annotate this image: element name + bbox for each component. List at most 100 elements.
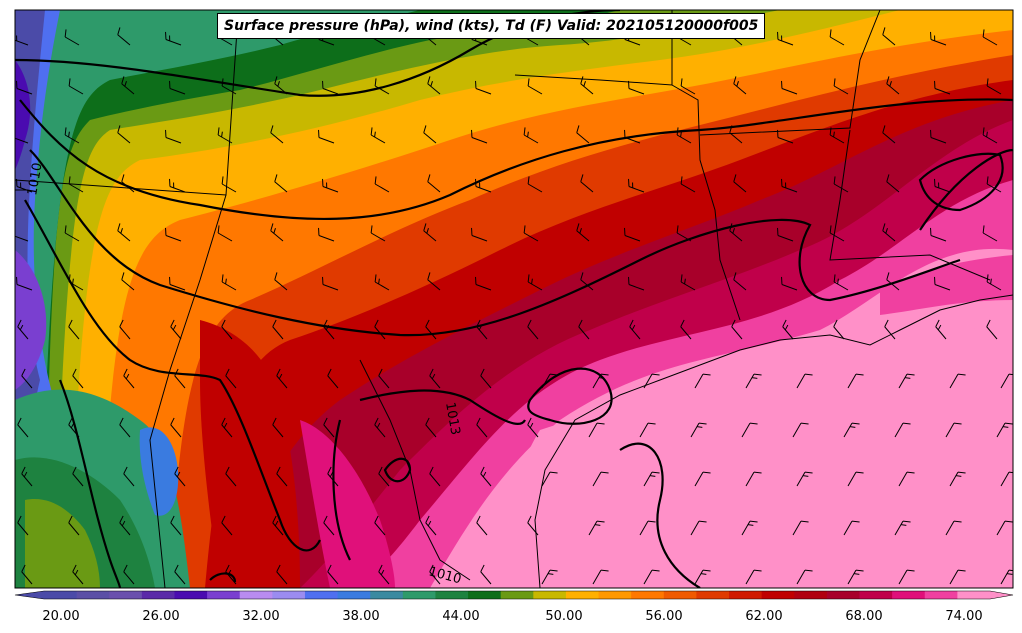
wind-barb [628, 80, 645, 95]
colorbar-segment [76, 591, 110, 599]
colorbar-tick-label: 68.00 [845, 609, 882, 624]
wind-barb [427, 174, 441, 193]
wind-barb [427, 272, 441, 291]
wind-barb [643, 471, 660, 487]
wind-barb [170, 515, 182, 536]
colorbar-segment [533, 591, 567, 599]
colorbar-ticks: 20.00 26.00 32.00 38.00 44.00 50.00 56.0… [42, 609, 982, 624]
wind-barb [680, 274, 696, 291]
wind-barb [21, 466, 33, 487]
wind-barb [425, 319, 437, 340]
wind-barb [429, 466, 441, 487]
wind-barb [833, 274, 849, 291]
wind-barb [17, 515, 29, 536]
wind-barb [374, 274, 390, 291]
wind-barb [588, 520, 605, 536]
wind-barb [847, 471, 864, 487]
wind-barb [72, 564, 84, 585]
wind-barb [580, 76, 594, 95]
wind-barb [221, 515, 233, 536]
wind-barb [480, 466, 492, 487]
colorbar-tick-label: 38.00 [342, 609, 379, 624]
wind-barb [884, 319, 896, 340]
colorbar-segment [337, 591, 371, 599]
wind-barb [847, 569, 864, 585]
wind-barb [934, 178, 951, 193]
wind-barb [378, 466, 390, 487]
wind-barb [318, 227, 335, 242]
wind-barb [930, 31, 947, 46]
wind-barb [592, 373, 609, 389]
colorbar-segment [794, 591, 828, 599]
wind-barb [217, 127, 233, 144]
colorbar-tick-label: 32.00 [242, 609, 279, 624]
colorbar-segment [663, 591, 697, 599]
wind-barb [527, 515, 539, 536]
wind-barb [792, 422, 809, 438]
wind-barb [934, 80, 951, 95]
wind-barb [123, 368, 135, 389]
wind-barb [68, 176, 84, 193]
colorbar-tick-label: 44.00 [442, 609, 479, 624]
wind-barb [17, 319, 29, 340]
colorbar-segment [924, 591, 958, 599]
wind-barb [777, 129, 794, 144]
wind-barb [117, 125, 131, 144]
wind-barb [541, 569, 558, 585]
wind-barb [580, 174, 594, 193]
wind-barb [119, 319, 131, 340]
wind-barb [886, 76, 900, 95]
colorbar-segment [598, 591, 632, 599]
wind-barb [68, 78, 84, 95]
wind-barb [576, 125, 590, 144]
wind-barb [986, 176, 1002, 193]
wind-barb [475, 80, 492, 95]
wind-barb [930, 227, 947, 242]
wind-barb [843, 520, 860, 536]
colorbar-outline [14, 590, 1014, 600]
colorbar-tick-label: 56.00 [645, 609, 682, 624]
wind-barb [165, 31, 182, 46]
wind-barb [221, 319, 233, 340]
wind-barb [935, 319, 947, 340]
wind-barb [898, 471, 915, 487]
wind-barb [169, 80, 186, 95]
wind-barb [16, 178, 33, 193]
wind-barb [425, 515, 437, 536]
wind-barb [694, 569, 711, 585]
wind-barb [17, 417, 29, 438]
wind-barb [643, 569, 660, 585]
wind-barb [949, 373, 966, 389]
wind-barb [274, 76, 288, 95]
wind-barb [945, 422, 962, 438]
wind-barb [527, 417, 539, 438]
wind-barb [272, 515, 284, 536]
wind-barb [833, 176, 849, 193]
wind-barb [476, 515, 488, 536]
wind-barb [21, 564, 33, 585]
wind-barb [225, 466, 237, 487]
wind-barb [523, 127, 539, 144]
wind-barb [949, 569, 966, 585]
wind-barb [930, 129, 947, 144]
colorbar-extend-min [15, 591, 44, 599]
wind-barb [72, 466, 84, 487]
wind-barb [121, 76, 135, 95]
wind-barb [274, 174, 288, 193]
wind-barbs [15, 27, 1013, 585]
wind-barb [986, 78, 1002, 95]
wind-barb [541, 471, 558, 487]
wind-barb [169, 178, 186, 193]
colorbar-segment [239, 591, 273, 599]
wind-barb [782, 319, 794, 340]
wind-barb [733, 272, 747, 291]
colorbar-segment [826, 591, 861, 599]
wind-barb [882, 27, 896, 46]
wind-barb [733, 76, 747, 95]
wind-barb [527, 319, 539, 340]
wind-barb [327, 564, 339, 585]
wind-barb [843, 422, 860, 438]
wind-barb [64, 225, 80, 242]
wind-barb [777, 31, 794, 46]
wind-barb [276, 466, 288, 487]
